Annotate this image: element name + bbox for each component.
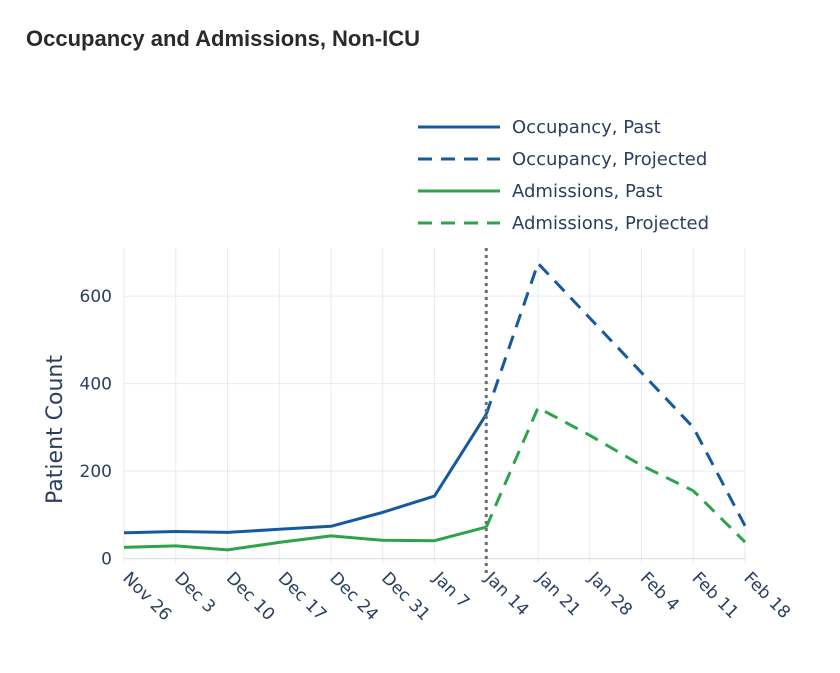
y-axis-title: Patient Count — [43, 355, 68, 504]
x-tick-label: Jan 14 — [480, 568, 533, 621]
x-tick-label: Dec 17 — [274, 568, 331, 625]
y-tick-label: 600 — [80, 287, 112, 307]
y-tick-label: 200 — [80, 462, 112, 482]
legend-label: Admissions, Past — [512, 181, 662, 202]
legend-label: Admissions, Projected — [512, 213, 709, 234]
y-tick-label: 400 — [80, 375, 112, 395]
x-tick-label: Jan 28 — [584, 568, 637, 621]
x-tick-label: Dec 31 — [377, 568, 434, 625]
chart-title: Occupancy and Admissions, Non-ICU — [26, 26, 421, 51]
y-tick-label: 0 — [101, 550, 112, 570]
x-tick-label: Dec 24 — [325, 568, 382, 625]
x-tick-label: Jan 21 — [532, 568, 585, 621]
series-line — [123, 413, 488, 535]
x-tick-label: Dec 3 — [170, 568, 219, 617]
x-tick-label: Dec 10 — [222, 568, 279, 625]
x-tick-label: Feb 4 — [636, 568, 683, 615]
x-tick-label: Nov 26 — [118, 568, 175, 625]
series-line — [484, 261, 747, 527]
series-line — [484, 406, 747, 544]
legend-label: Occupancy, Past — [512, 117, 661, 138]
series-line — [123, 525, 487, 552]
x-tick-label: Jan 7 — [428, 568, 473, 613]
legend-label: Occupancy, Projected — [512, 149, 707, 170]
x-tick-label: Feb 11 — [688, 568, 743, 623]
x-tick-label: Feb 18 — [739, 568, 794, 623]
